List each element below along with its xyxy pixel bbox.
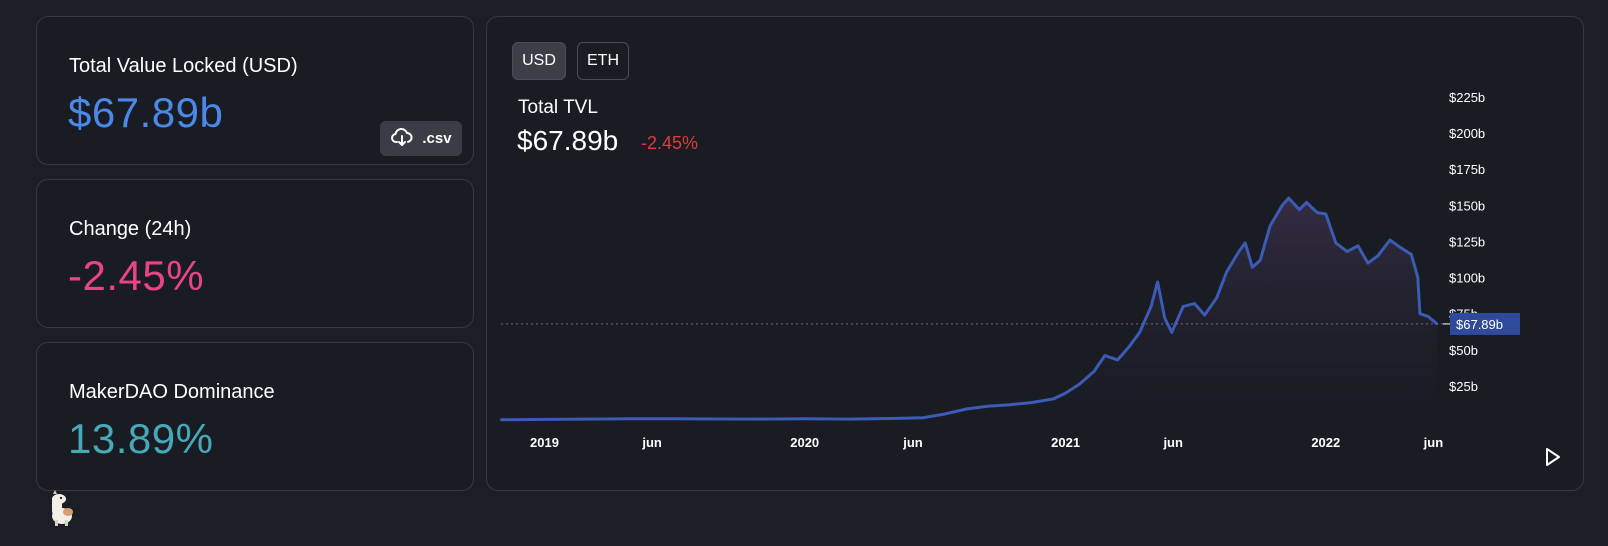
data-point [1305, 201, 1308, 204]
y-tick-label: $225b [1449, 90, 1485, 105]
data-point [1103, 354, 1106, 357]
tvl-label: Total Value Locked (USD) [69, 55, 298, 77]
data-point [1259, 259, 1262, 262]
y-tick-label: $150b [1449, 198, 1485, 213]
data-point [1432, 319, 1435, 323]
current-value-badge [1450, 312, 1520, 335]
y-tick-label: $25b [1449, 379, 1478, 394]
tvl-chart: $25b$50b$75b$100b$125b$150b$175b$200b$22… [499, 90, 1520, 450]
data-point [1398, 246, 1402, 249]
data-point [1203, 313, 1206, 317]
data-point [1149, 305, 1153, 308]
toggle-eth[interactable]: ETH [577, 42, 629, 80]
x-tick-label: 2019 [530, 435, 559, 450]
data-point [1287, 196, 1290, 200]
toggle-usd[interactable]: USD [512, 42, 566, 80]
y-tick-label: $50b [1449, 343, 1478, 358]
x-tick-label: 2020 [790, 435, 819, 450]
data-point [1410, 253, 1413, 256]
data-point [803, 417, 806, 420]
data-point [987, 404, 990, 408]
dominance-card: MakerDAO Dominance 13.89% [36, 342, 474, 491]
data-point [1427, 315, 1430, 318]
data-point [846, 417, 849, 421]
data-point [1225, 270, 1228, 273]
data-point [1281, 204, 1284, 207]
data-point [1316, 211, 1319, 214]
data-point [760, 417, 763, 421]
chart-value: $67.89b [517, 125, 619, 156]
x-tick-label: jun [641, 435, 662, 450]
data-point [1334, 241, 1337, 245]
data-point [1156, 280, 1159, 284]
x-tick-label: jun [1423, 435, 1444, 450]
play-icon [1546, 448, 1560, 466]
data-point [1346, 250, 1349, 253]
y-tick-label: $125b [1449, 234, 1485, 249]
tvl-value: $67.89b [68, 89, 224, 136]
chart-title: Total TVL [518, 97, 598, 118]
dominance-value: 13.89% [68, 415, 214, 462]
data-point [1244, 241, 1247, 245]
data-point [1215, 296, 1218, 299]
data-point [1127, 345, 1131, 349]
change-card: Change (24h) -2.45% [36, 179, 474, 328]
play-button[interactable] [1542, 445, 1564, 469]
change-label: Change (24h) [69, 218, 192, 240]
data-point [1376, 254, 1379, 258]
tvl-card: Total Value Locked (USD) $67.89b .csv [36, 16, 474, 165]
data-point [1237, 250, 1240, 253]
y-tick-label: $100b [1449, 271, 1485, 286]
data-point [716, 417, 719, 421]
data-point [499, 418, 503, 421]
data-point [1163, 316, 1166, 320]
data-point [1182, 305, 1185, 308]
data-point [1138, 331, 1141, 334]
data-point [1092, 370, 1096, 373]
x-tick-label: 2021 [1051, 435, 1080, 450]
data-point [965, 407, 968, 411]
data-point [543, 418, 546, 421]
data-point [1418, 312, 1422, 315]
data-point [1077, 383, 1081, 386]
change-value: -2.45% [68, 252, 205, 299]
data-point [1251, 266, 1254, 269]
data-point [1193, 302, 1196, 305]
x-tick-label: 2022 [1311, 435, 1340, 450]
data-point [1052, 397, 1055, 401]
data-point [943, 412, 946, 416]
data-point [1356, 244, 1360, 247]
data-point [1366, 261, 1370, 265]
x-tick-label: jun [1162, 435, 1183, 450]
data-point [921, 416, 925, 419]
data-point [672, 417, 675, 420]
chart-change: -2.45% [641, 133, 699, 153]
data-point [628, 417, 632, 420]
csv-label: .csv [422, 130, 452, 147]
data-point [1388, 238, 1392, 242]
data-point [1116, 358, 1119, 362]
data-point [1324, 212, 1327, 216]
cloud-download-icon [390, 125, 414, 153]
data-point [1269, 224, 1272, 227]
data-point [1170, 331, 1173, 334]
current-value-label: $67.89b [1456, 317, 1503, 332]
download-csv-button[interactable]: .csv [380, 121, 462, 156]
data-point [1008, 403, 1012, 406]
chart-card: $25b$50b$75b$100b$125b$150b$175b$200b$22… [486, 16, 1584, 491]
data-point [585, 417, 588, 421]
y-tick-label: $200b [1449, 126, 1485, 141]
data-point [1030, 401, 1034, 404]
data-point [1064, 391, 1067, 395]
data-point [1298, 208, 1301, 211]
data-point [1416, 276, 1419, 279]
llama-logo-icon [52, 490, 73, 526]
dominance-label: MakerDAO Dominance [69, 381, 275, 403]
y-tick-label: $175b [1449, 162, 1485, 177]
chart-area [501, 198, 1437, 422]
x-tick-label: jun [902, 435, 923, 450]
data-point [889, 417, 893, 420]
